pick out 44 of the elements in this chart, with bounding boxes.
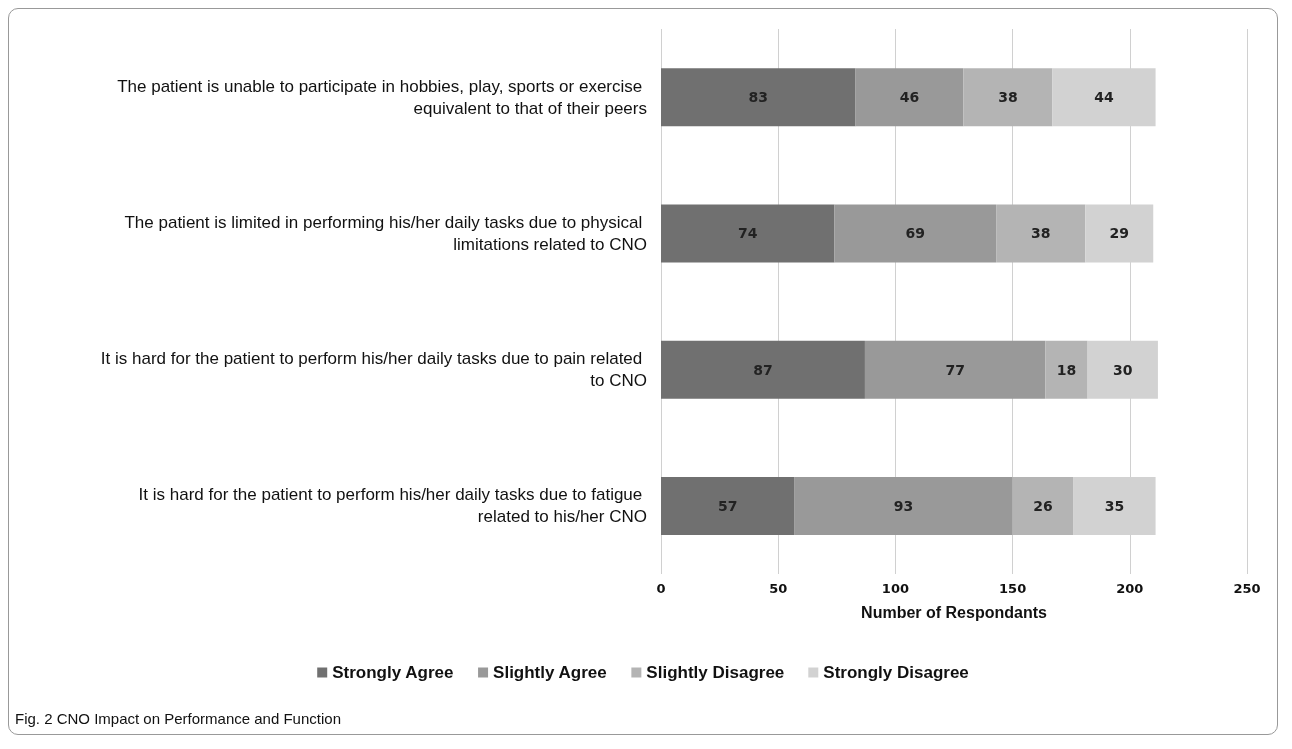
x-tick-label: 100 bbox=[881, 581, 909, 596]
x-axis-title: Number of Respondants bbox=[861, 603, 1047, 621]
bar bbox=[855, 68, 964, 127]
data-label: 93 bbox=[893, 497, 914, 514]
data-label: 26 bbox=[1033, 497, 1053, 514]
bar bbox=[661, 476, 795, 535]
data-label: 77 bbox=[945, 361, 965, 378]
y-tick-label: It is hard for the patient to perform his/her daily tasks due to pain related to CNO bbox=[100, 349, 647, 391]
data-label: 29 bbox=[1109, 225, 1129, 242]
y-tick-label: It is hard for the patient to perform his/her daily tasks due to fatigue related to his/her CNO bbox=[138, 485, 647, 527]
bar bbox=[794, 476, 1013, 535]
y-tick-label: The patient is limited in performing his/her daily tasks due to physical limitations related to CNO bbox=[124, 212, 647, 254]
data-label: 83 bbox=[748, 89, 769, 106]
bar bbox=[1045, 340, 1088, 399]
data-label: 35 bbox=[1104, 497, 1125, 514]
data-label: 74 bbox=[737, 225, 758, 242]
data-label: 69 bbox=[905, 225, 926, 242]
caption: Fig. 2 CNO Impact on Performance and Function bbox=[15, 710, 341, 727]
y-tick-label: The patient is unable to participate in hobbies, play, sports or exercise equivalent to that of their peers bbox=[117, 76, 647, 118]
data-label: 38 bbox=[998, 89, 1018, 106]
legend-label: Strongly Agree bbox=[332, 663, 454, 682]
bar bbox=[834, 204, 997, 263]
data-label: 30 bbox=[1113, 361, 1133, 378]
bar bbox=[963, 68, 1053, 127]
bar bbox=[661, 204, 835, 263]
x-tick-label: 150 bbox=[999, 581, 1027, 596]
data-label: 44 bbox=[1094, 89, 1115, 106]
x-tick-label: 50 bbox=[769, 581, 788, 596]
data-label: 46 bbox=[899, 89, 920, 106]
bar bbox=[996, 204, 1086, 263]
data-label: 87 bbox=[753, 361, 773, 378]
x-tick-label: 0 bbox=[656, 581, 666, 596]
bar bbox=[1012, 476, 1074, 535]
legend-label: Slightly Disagree bbox=[646, 663, 785, 682]
bar bbox=[864, 340, 1046, 399]
x-tick-label: 200 bbox=[1116, 581, 1144, 596]
x-tick-label: 250 bbox=[1233, 581, 1261, 596]
legend-label: Strongly Disagree bbox=[823, 663, 969, 682]
legend-label: Slightly Agree bbox=[493, 663, 607, 682]
bar bbox=[661, 68, 856, 127]
data-label: 57 bbox=[718, 497, 738, 514]
data-label: 38 bbox=[1030, 225, 1051, 242]
bar bbox=[661, 340, 865, 399]
data-label: 18 bbox=[1056, 361, 1077, 378]
